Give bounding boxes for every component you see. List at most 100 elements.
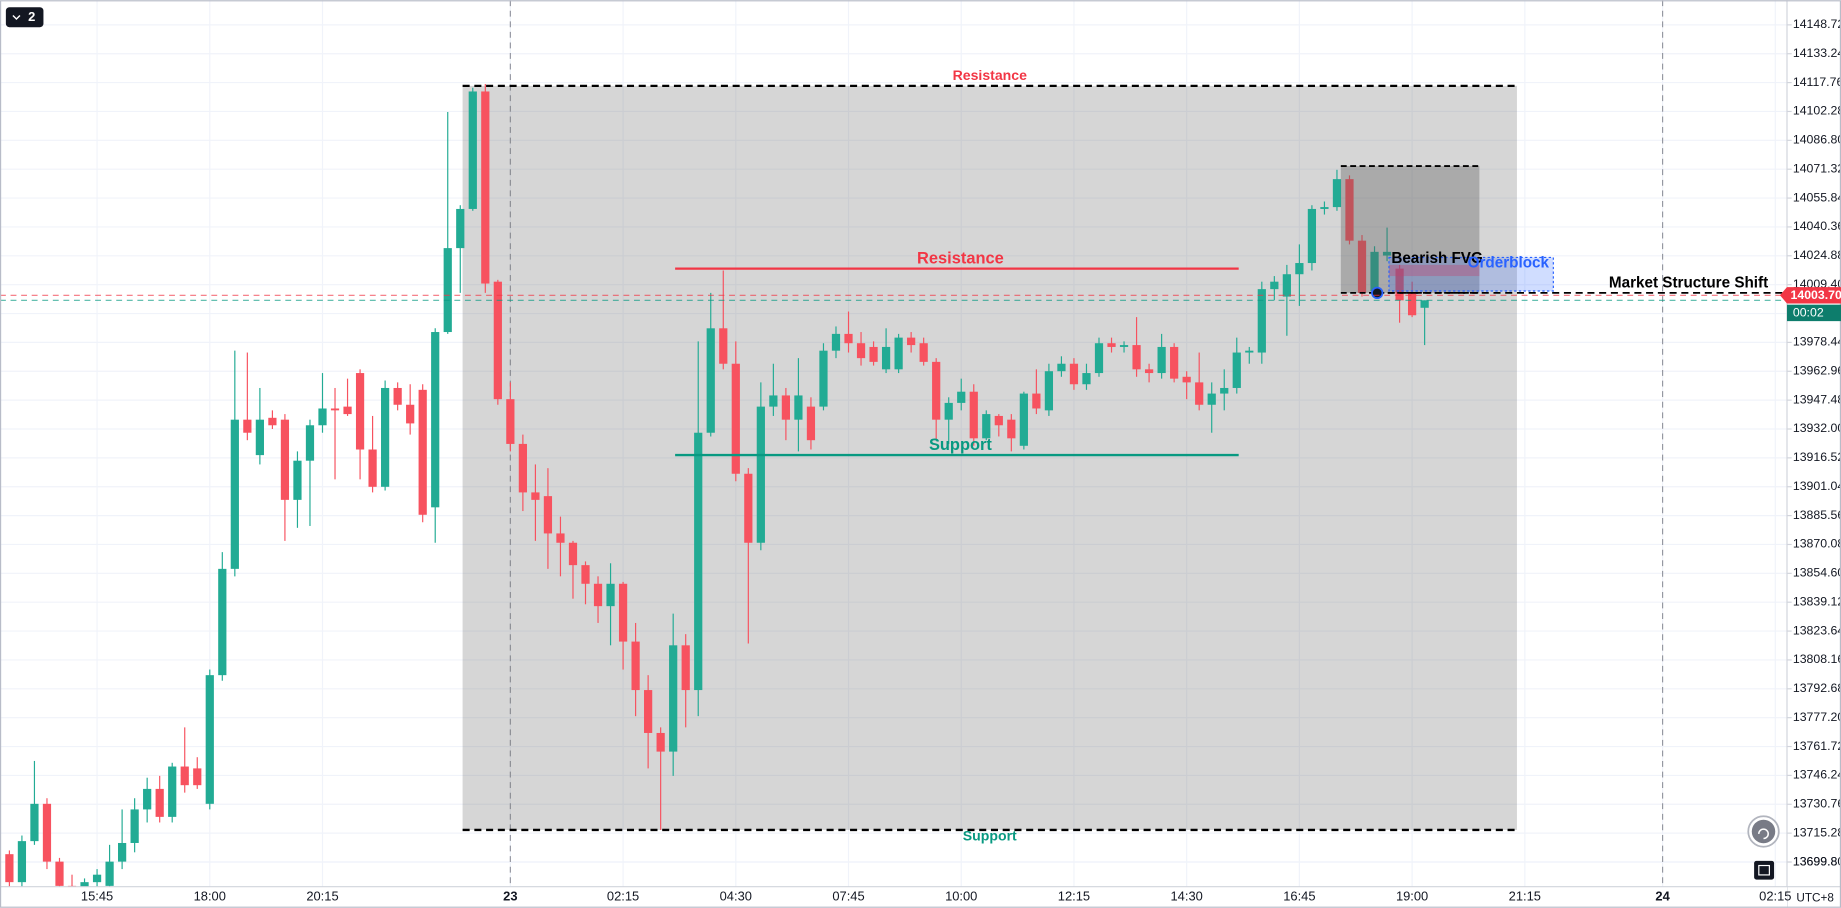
x-tick-label: 18:00 (194, 889, 226, 904)
candle-body (443, 248, 452, 333)
timezone[interactable]: UTC+8 (1796, 891, 1834, 904)
replay-button[interactable] (1747, 815, 1780, 848)
y-tick-label: 13808.16 (1793, 652, 1841, 666)
candle-body (406, 404, 415, 424)
candle-body (1370, 251, 1379, 292)
screenshot-icon[interactable] (1754, 860, 1775, 880)
y-tick-label: 13932.00 (1793, 421, 1841, 435)
structure-shift-point (1371, 286, 1384, 300)
panel-badge[interactable]: 2 (5, 7, 44, 28)
candle-body (218, 568, 227, 676)
y-tick-label: 13978.44 (1793, 335, 1841, 349)
y-tick-label: 14133.24 (1793, 46, 1841, 60)
candle-body (656, 732, 665, 752)
candle-body (5, 854, 14, 883)
candle-body (130, 809, 139, 843)
structure-shift-label: Market Structure Shift (1609, 275, 1768, 292)
y-tick-label: 13962.96 (1793, 364, 1841, 378)
candle-body (493, 281, 502, 400)
candle-body (744, 473, 753, 543)
candle-body (305, 425, 315, 461)
candle-body (105, 861, 114, 886)
candle-body (1245, 350, 1254, 353)
candle-body (506, 399, 515, 444)
y-tick-label: 14024.88 (1793, 248, 1841, 262)
candle-body (1345, 179, 1354, 241)
candle-body (1332, 179, 1342, 208)
candle-body (1407, 292, 1417, 316)
zone (1388, 256, 1554, 292)
badge-count: 2 (28, 9, 35, 24)
candle-body (180, 766, 189, 786)
x-tick-label: 02:15 (607, 889, 639, 904)
candle-body (831, 333, 841, 351)
candle-body (1232, 352, 1241, 388)
candle-body (1270, 281, 1279, 290)
candle-body (1382, 251, 1392, 256)
candle-body (581, 565, 590, 584)
candle-body (719, 328, 728, 364)
candle-body (431, 332, 440, 508)
x-axis-background (0, 886, 1787, 908)
candle-body (255, 419, 264, 456)
x-tick-label: 04:30 (720, 889, 752, 904)
candle-body (794, 395, 803, 420)
candle-body (268, 417, 277, 426)
candle-body (1257, 289, 1266, 353)
y-tick-label: 13730.76 (1793, 797, 1841, 811)
candle-body (42, 803, 52, 862)
candle-body (531, 492, 540, 500)
candle-body (1195, 382, 1204, 405)
candle-body (468, 91, 477, 209)
candle-body (994, 415, 1003, 426)
y-tick-label: 13901.04 (1793, 479, 1841, 493)
candle-body (706, 328, 715, 433)
candle-body (143, 788, 152, 810)
replay-icon (1751, 819, 1776, 844)
candle-body (30, 803, 39, 842)
y-tick-label: 13839.12 (1793, 594, 1841, 608)
candle-body (881, 346, 891, 370)
candle-body (669, 645, 678, 752)
candle-body (844, 333, 853, 344)
screenshot-frame (1758, 864, 1770, 876)
candle-body (355, 373, 365, 450)
level-label: Resistance (917, 250, 1004, 268)
candle-body (869, 346, 878, 362)
y-tick-label: 13916.52 (1793, 450, 1841, 464)
candle-body (1357, 240, 1367, 293)
zone-label: Bearish FVG (1391, 250, 1483, 267)
candle-body (1170, 346, 1179, 379)
candle-body (1032, 393, 1041, 409)
candle-body (593, 583, 603, 607)
candle-body (618, 583, 628, 642)
candle-body (1395, 268, 1404, 301)
candle-body (681, 645, 690, 691)
candle-body (556, 533, 565, 543)
y-tick-label: 13870.08 (1793, 537, 1841, 551)
candle-body (819, 350, 828, 407)
x-tick-label: 19:00 (1396, 889, 1428, 904)
replay-arrow (1758, 828, 1769, 840)
candle-body (781, 395, 791, 420)
x-tick-label: 24 (1655, 889, 1670, 904)
x-tick-label: 12:15 (1058, 889, 1090, 904)
candle-body (1420, 300, 1429, 308)
badge-background[interactable] (5, 7, 44, 28)
candle-body (318, 408, 327, 426)
y-tick-label: 14117.76 (1793, 75, 1841, 89)
screenshot-button[interactable] (1754, 860, 1775, 880)
x-tick-label: 02:15 (1759, 889, 1791, 904)
candle-body (368, 449, 377, 487)
candle-body (118, 842, 127, 862)
candle-body (155, 788, 164, 817)
candle-body (1057, 363, 1066, 372)
badge-chevron (12, 14, 21, 20)
candle-body (1220, 387, 1229, 394)
candle-body (1157, 346, 1166, 374)
x-tick-label: 16:45 (1283, 889, 1315, 904)
y-tick-label: 13777.20 (1793, 710, 1841, 724)
y-tick-label: 13854.60 (1793, 566, 1841, 580)
x-tick-label: 20:15 (306, 889, 338, 904)
